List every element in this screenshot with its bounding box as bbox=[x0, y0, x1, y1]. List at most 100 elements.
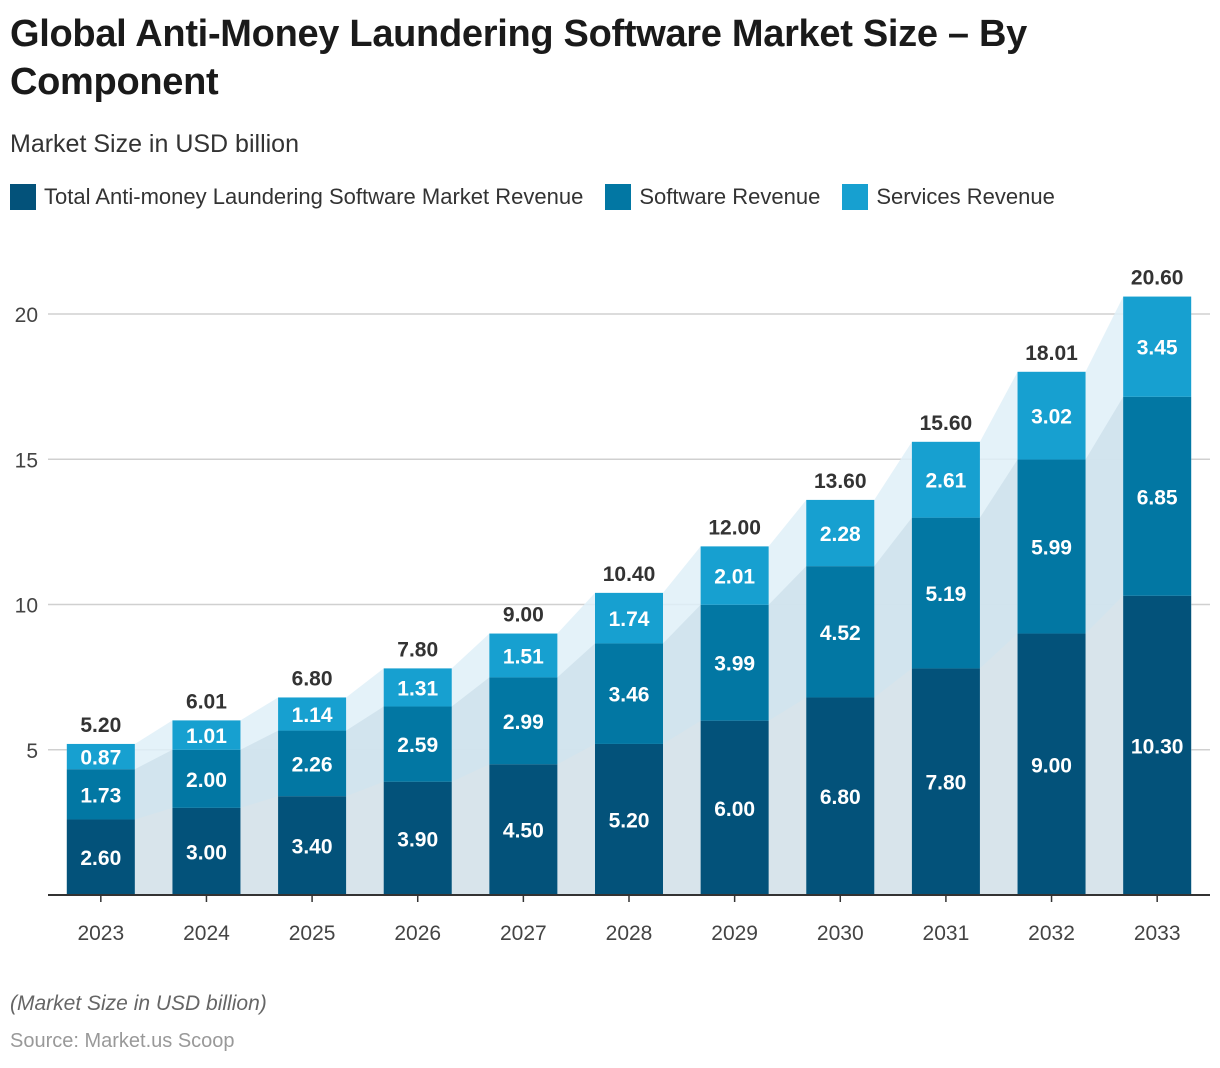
bar-data-label: 6.00 bbox=[714, 798, 755, 821]
x-tick-label: 2024 bbox=[183, 922, 230, 945]
legend-label-software: Software Revenue bbox=[639, 184, 821, 209]
bar-total-label: 9.00 bbox=[503, 604, 544, 627]
bar-data-label: 2.28 bbox=[820, 523, 861, 546]
bar-segment bbox=[489, 764, 558, 895]
bar-total-label: 6.01 bbox=[186, 690, 227, 713]
x-tick-label: 2025 bbox=[289, 922, 336, 945]
bar-data-label: 1.31 bbox=[397, 677, 438, 700]
bar-data-label: 2.01 bbox=[714, 566, 755, 589]
bar-data-label: 2.61 bbox=[925, 470, 966, 493]
bar-data-label: 5.19 bbox=[925, 583, 966, 606]
legend-label-total: Total Anti-money Laundering Software Mar… bbox=[44, 184, 584, 209]
bar-segment bbox=[1017, 633, 1086, 895]
x-tick-label: 2023 bbox=[77, 922, 124, 945]
bar-segment bbox=[278, 796, 347, 895]
bar-total-label: 15.60 bbox=[920, 412, 973, 435]
x-tick-label: 2030 bbox=[817, 922, 864, 945]
bar-data-label: 1.51 bbox=[503, 645, 544, 668]
x-tick-label: 2027 bbox=[500, 922, 547, 945]
bar-segment bbox=[911, 668, 980, 895]
bar-total-label: 5.20 bbox=[80, 714, 121, 737]
x-tick-label: 2033 bbox=[1134, 922, 1181, 945]
legend-swatch-total bbox=[10, 184, 36, 210]
chart-title: Global Anti-Money Laundering Software Ma… bbox=[10, 13, 1027, 103]
bar-total-label: 12.00 bbox=[708, 516, 761, 539]
bar-total-label: 6.80 bbox=[292, 667, 333, 690]
x-tick-label: 2031 bbox=[923, 922, 970, 945]
bar-data-label: 4.50 bbox=[503, 820, 544, 843]
legend-swatch-software bbox=[605, 184, 632, 210]
bar-segment bbox=[383, 781, 452, 895]
bar-segment bbox=[383, 668, 452, 707]
legend-label-services: Services Revenue bbox=[876, 184, 1055, 209]
bar-data-label: 2.26 bbox=[292, 753, 333, 776]
bar-segment bbox=[700, 546, 769, 605]
bar-data-label: 3.46 bbox=[609, 684, 650, 707]
bar-segment bbox=[172, 720, 241, 750]
bar-data-label: 1.14 bbox=[292, 704, 333, 727]
legend-item-software: Software Revenue bbox=[605, 184, 820, 210]
bar-data-label: 3.02 bbox=[1031, 406, 1072, 429]
y-tick-label: 5 bbox=[26, 740, 38, 763]
bar-segment bbox=[278, 730, 347, 797]
bar-segment bbox=[172, 807, 241, 895]
bar-data-label: 3.90 bbox=[397, 828, 438, 851]
bar-data-label: 4.52 bbox=[820, 622, 861, 645]
bar-data-label: 5.99 bbox=[1031, 537, 1072, 560]
y-tick-label: 10 bbox=[15, 595, 38, 618]
x-tick-label: 2029 bbox=[711, 922, 758, 945]
y-tick-label: 15 bbox=[15, 449, 38, 472]
x-tick-label: 2032 bbox=[1028, 922, 1075, 945]
bar-segment bbox=[1123, 396, 1192, 596]
bar-segment bbox=[66, 743, 135, 770]
chart-subtitle: Market Size in USD billion bbox=[10, 130, 299, 158]
bar-segment bbox=[66, 769, 135, 820]
legend: Total Anti-money Laundering Software Mar… bbox=[10, 184, 1077, 210]
bar-data-label: 10.30 bbox=[1131, 735, 1184, 758]
bar-total-label: 20.60 bbox=[1131, 267, 1184, 290]
bar-data-label: 2.60 bbox=[80, 847, 121, 870]
bar-segment bbox=[1017, 371, 1086, 460]
bar-data-label: 3.40 bbox=[292, 836, 333, 859]
x-tick-label: 2028 bbox=[606, 922, 653, 945]
bar-data-label: 6.85 bbox=[1137, 486, 1178, 509]
bar-data-label: 1.73 bbox=[80, 784, 121, 807]
bar-data-label: 6.80 bbox=[820, 786, 861, 809]
bar-segment bbox=[595, 592, 663, 644]
bar-segment bbox=[911, 441, 980, 518]
bar-data-label: 5.20 bbox=[609, 809, 650, 832]
legend-swatch-services bbox=[842, 184, 869, 210]
bar-segment bbox=[278, 697, 347, 731]
bar-segment bbox=[595, 743, 663, 895]
legend-item-services: Services Revenue bbox=[842, 184, 1055, 210]
bar-data-label: 2.59 bbox=[397, 734, 438, 757]
bar-total-label: 13.60 bbox=[814, 470, 867, 493]
bar-data-label: 1.74 bbox=[609, 608, 650, 631]
bar-segment bbox=[700, 720, 769, 895]
bar-data-label: 7.80 bbox=[925, 772, 966, 795]
bar-segment bbox=[1123, 296, 1192, 397]
bar-segment bbox=[172, 749, 241, 808]
bar-segment bbox=[806, 566, 875, 698]
bar-data-label: 1.01 bbox=[186, 725, 227, 748]
legend-item-total: Total Anti-money Laundering Software Mar… bbox=[10, 184, 583, 210]
bar-data-label: 9.00 bbox=[1031, 754, 1072, 777]
bar-segment bbox=[1123, 595, 1192, 895]
x-tick-label: 2026 bbox=[394, 922, 441, 945]
bar-data-label: 3.99 bbox=[714, 653, 755, 676]
bar-data-label: 0.87 bbox=[80, 747, 121, 770]
bar-data-label: 3.00 bbox=[186, 841, 227, 864]
bar-segment bbox=[806, 697, 875, 895]
bar-segment bbox=[1017, 459, 1086, 634]
bar-segment bbox=[383, 706, 452, 782]
bar-total-label: 18.01 bbox=[1025, 342, 1078, 365]
bar-data-label: 2.99 bbox=[503, 711, 544, 734]
bar-data-label: 3.45 bbox=[1137, 337, 1178, 360]
y-tick-label: 20 bbox=[15, 304, 38, 327]
bar-data-label: 2.00 bbox=[186, 769, 227, 792]
bar-total-label: 7.80 bbox=[397, 638, 438, 661]
bar-segment bbox=[489, 633, 558, 678]
bar-total-label: 10.40 bbox=[603, 563, 656, 586]
bar-segment bbox=[806, 499, 875, 567]
stacked-bar-chart: 5 10 15 20 2.60 1.73 0.87 5.20 2023 3.00 2.00 1.01 6… bbox=[15, 267, 1210, 945]
